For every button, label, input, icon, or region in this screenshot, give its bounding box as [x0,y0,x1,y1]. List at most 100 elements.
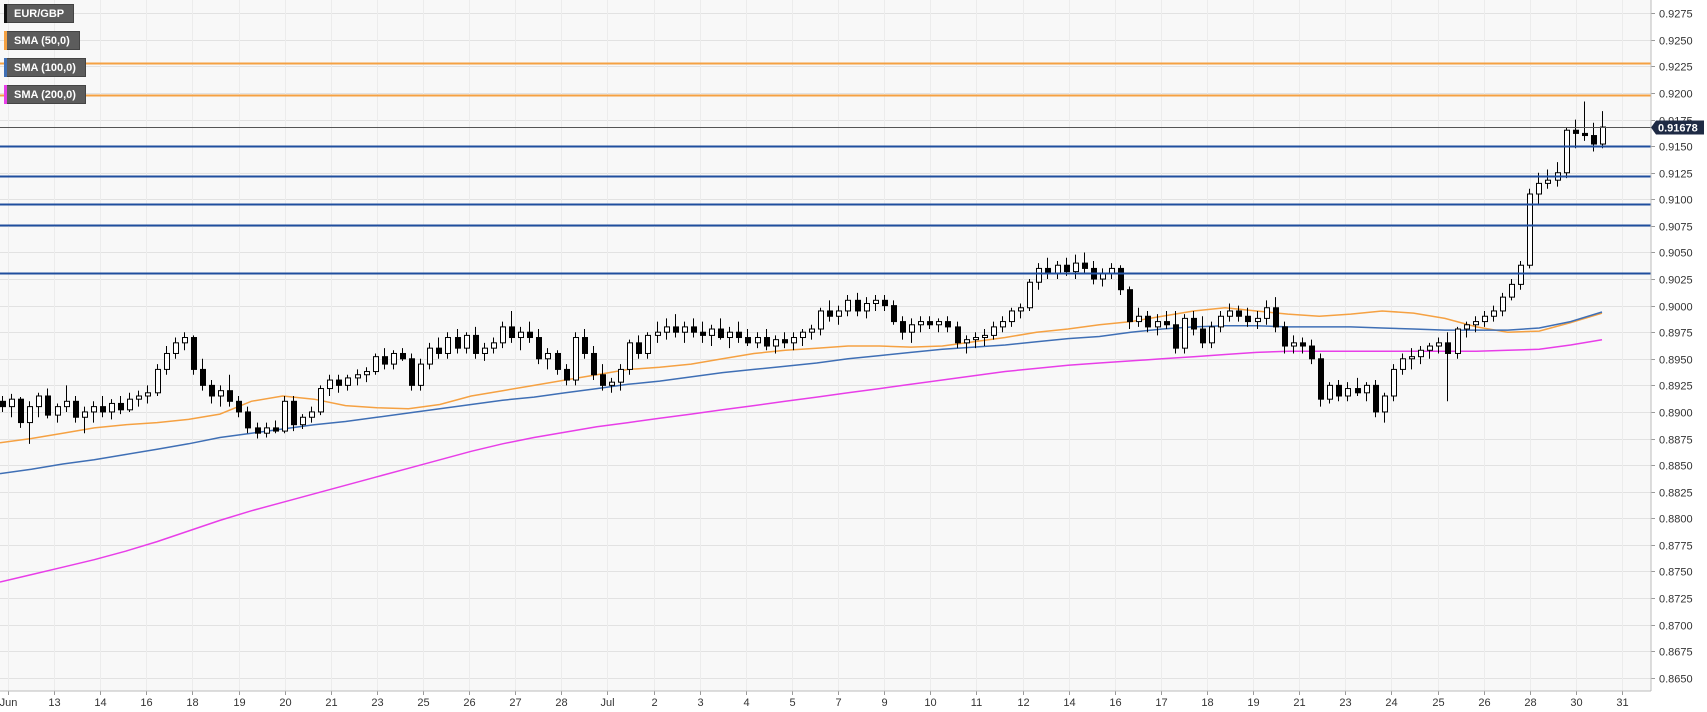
candle-bullish [491,342,497,349]
time-tick-label: 27 [509,697,521,709]
candle-bullish [991,326,997,336]
candle-bearish [336,379,342,386]
time-tick-label: 9 [881,697,887,709]
legend-item-eurgbp[interactable]: EUR/GBP [4,4,86,23]
level-lines [0,62,1651,275]
candle-bullish [682,326,688,333]
sma-line [0,307,1603,444]
candle-bearish [1118,267,1124,291]
candle-bullish [1527,193,1533,266]
candle-bullish [727,331,733,339]
candle-bullish [518,331,524,339]
candle-bullish [355,374,361,379]
candle-bullish [309,411,315,418]
price-tick-label: 0.9100 [1659,195,1693,207]
candle-bullish [1036,267,1042,283]
current-price-badge: 0.91678 [1651,120,1704,135]
candle-bullish [164,352,170,370]
legend-item-sma-100[interactable]: SMA (100,0) [4,58,86,77]
candle-bullish [82,411,88,418]
price-tick-label: 0.8775 [1659,541,1693,553]
time-tick-label: 18 [186,697,198,709]
candle-bearish [245,411,251,429]
candle-bullish [182,337,188,344]
price-tick-label: 0.8975 [1659,328,1693,340]
candle-bullish [364,371,370,376]
legend-swatch [4,58,7,77]
time-tick-label: 4 [743,697,749,709]
candle-bearish [827,310,833,317]
candle-bullish [1500,296,1506,312]
time-tick-label: 26 [1478,697,1490,709]
candle-bullish [1155,321,1161,328]
candle-bullish [1018,307,1024,312]
candle-bearish [1200,328,1206,344]
candle-bullish [664,326,670,333]
candle-bullish [1427,345,1433,351]
price-tick-label: 0.9050 [1659,248,1693,260]
legend-swatch [4,4,7,23]
candle-bullish [836,310,842,317]
price-tick-label: 0.8650 [1659,674,1693,686]
candle-bearish [527,331,533,339]
time-tick-label: 18 [1201,697,1213,709]
candle-bearish [236,400,242,413]
candle-bullish [818,310,824,330]
candle-bullish [1100,273,1106,280]
candle-bearish [1236,310,1242,317]
candle-bullish [627,342,633,370]
candle-bearish [955,326,961,344]
candle-bullish [1409,356,1415,360]
candle-bearish [745,337,751,344]
legend-label: EUR/GBP [7,4,75,23]
candle-bearish [1591,135,1597,145]
candle-bullish [1055,264,1061,275]
candle-bearish [227,390,233,402]
time-tick-label: 23 [1339,697,1351,709]
price-tick-label: 0.9025 [1659,275,1693,287]
candle-bullish [173,342,179,354]
time-tick-label: 31 [1616,697,1628,709]
candle-bearish [1282,326,1288,347]
candle-bearish [18,398,24,424]
current-price-badge-shape [1651,120,1704,135]
legend-item-sma-200[interactable]: SMA (200,0) [4,85,86,104]
candle-bearish [536,337,542,360]
candle-bullish [755,337,761,344]
time-tick-label: 19 [233,697,245,709]
candle-bullish [1327,384,1333,400]
candle-bullish [1073,262,1079,273]
candle-bearish [900,321,906,333]
candle-bearish [1191,317,1197,330]
candle-bullish [964,339,970,344]
time-axis-background [0,691,1707,712]
time-tick-label: 19 [1247,697,1259,709]
time-tick-label: 13 [48,697,60,709]
time-tick-label: 28 [555,697,567,709]
candle-bullish [800,331,806,339]
candle-bullish [1227,310,1233,317]
time-tick-label: 5 [789,697,795,709]
candle-bullish [1436,342,1442,347]
candle-bearish [736,331,742,339]
time-tick-label: 7 [835,697,841,709]
candle-bullish [873,299,879,305]
candle-bullish [282,400,288,432]
candle-bullish [127,398,133,411]
candle-bullish [1136,315,1142,323]
candle-bearish [1336,384,1342,397]
candle-bullish [1600,126,1606,145]
candle-bullish [1264,307,1270,319]
candle-bullish [1482,315,1488,323]
candle-bullish [1209,326,1215,344]
candle-bearish [273,427,279,432]
candle-bullish [773,339,779,347]
legend-item-sma-50[interactable]: SMA (50,0) [4,31,86,50]
time-tick-label: 12 [1017,697,1029,709]
time-tick-label: 14 [94,697,106,709]
candle-bearish [1373,384,1379,413]
time-tick-label: 28 [1524,697,1536,709]
candle-bullish [27,406,33,424]
price-tick-label: 0.8950 [1659,355,1693,367]
